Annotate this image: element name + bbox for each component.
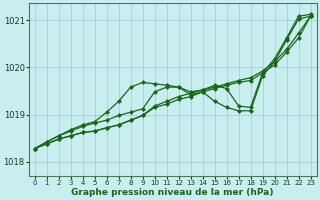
X-axis label: Graphe pression niveau de la mer (hPa): Graphe pression niveau de la mer (hPa): [71, 188, 274, 197]
